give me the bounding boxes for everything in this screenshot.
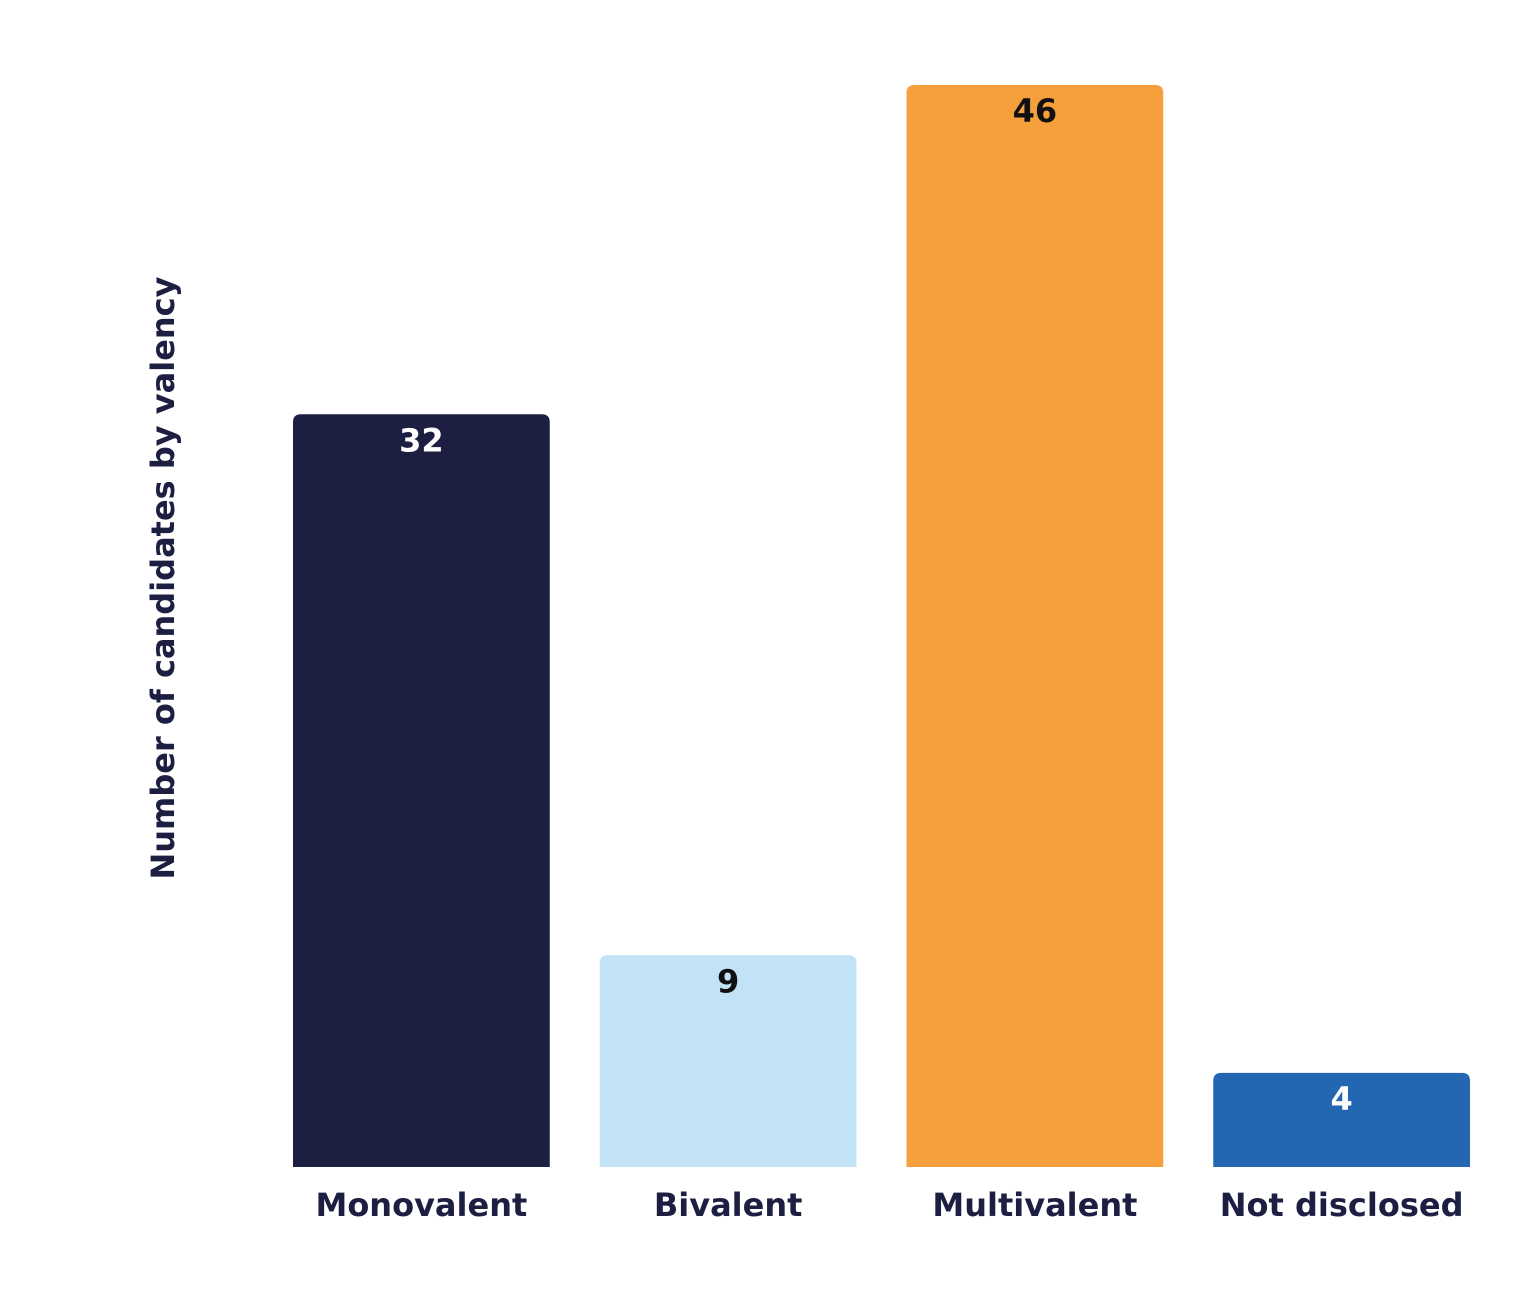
x-tick-label: Monovalent xyxy=(315,1186,527,1224)
x-tick-label: Not disclosed xyxy=(1220,1186,1464,1224)
bar xyxy=(1213,1072,1470,1167)
value-label: 32 xyxy=(399,421,444,459)
bar xyxy=(599,955,857,1167)
bar xyxy=(293,414,550,1168)
x-tick-label: Bivalent xyxy=(654,1186,803,1224)
value-label: 46 xyxy=(1013,92,1058,130)
x-tick-label: Multivalent xyxy=(932,1186,1137,1224)
value-label: 4 xyxy=(1330,1080,1352,1118)
y-axis-label: Number of candidates by valency xyxy=(144,276,182,879)
bar xyxy=(906,85,1164,1167)
value-label: 9 xyxy=(717,962,739,1000)
